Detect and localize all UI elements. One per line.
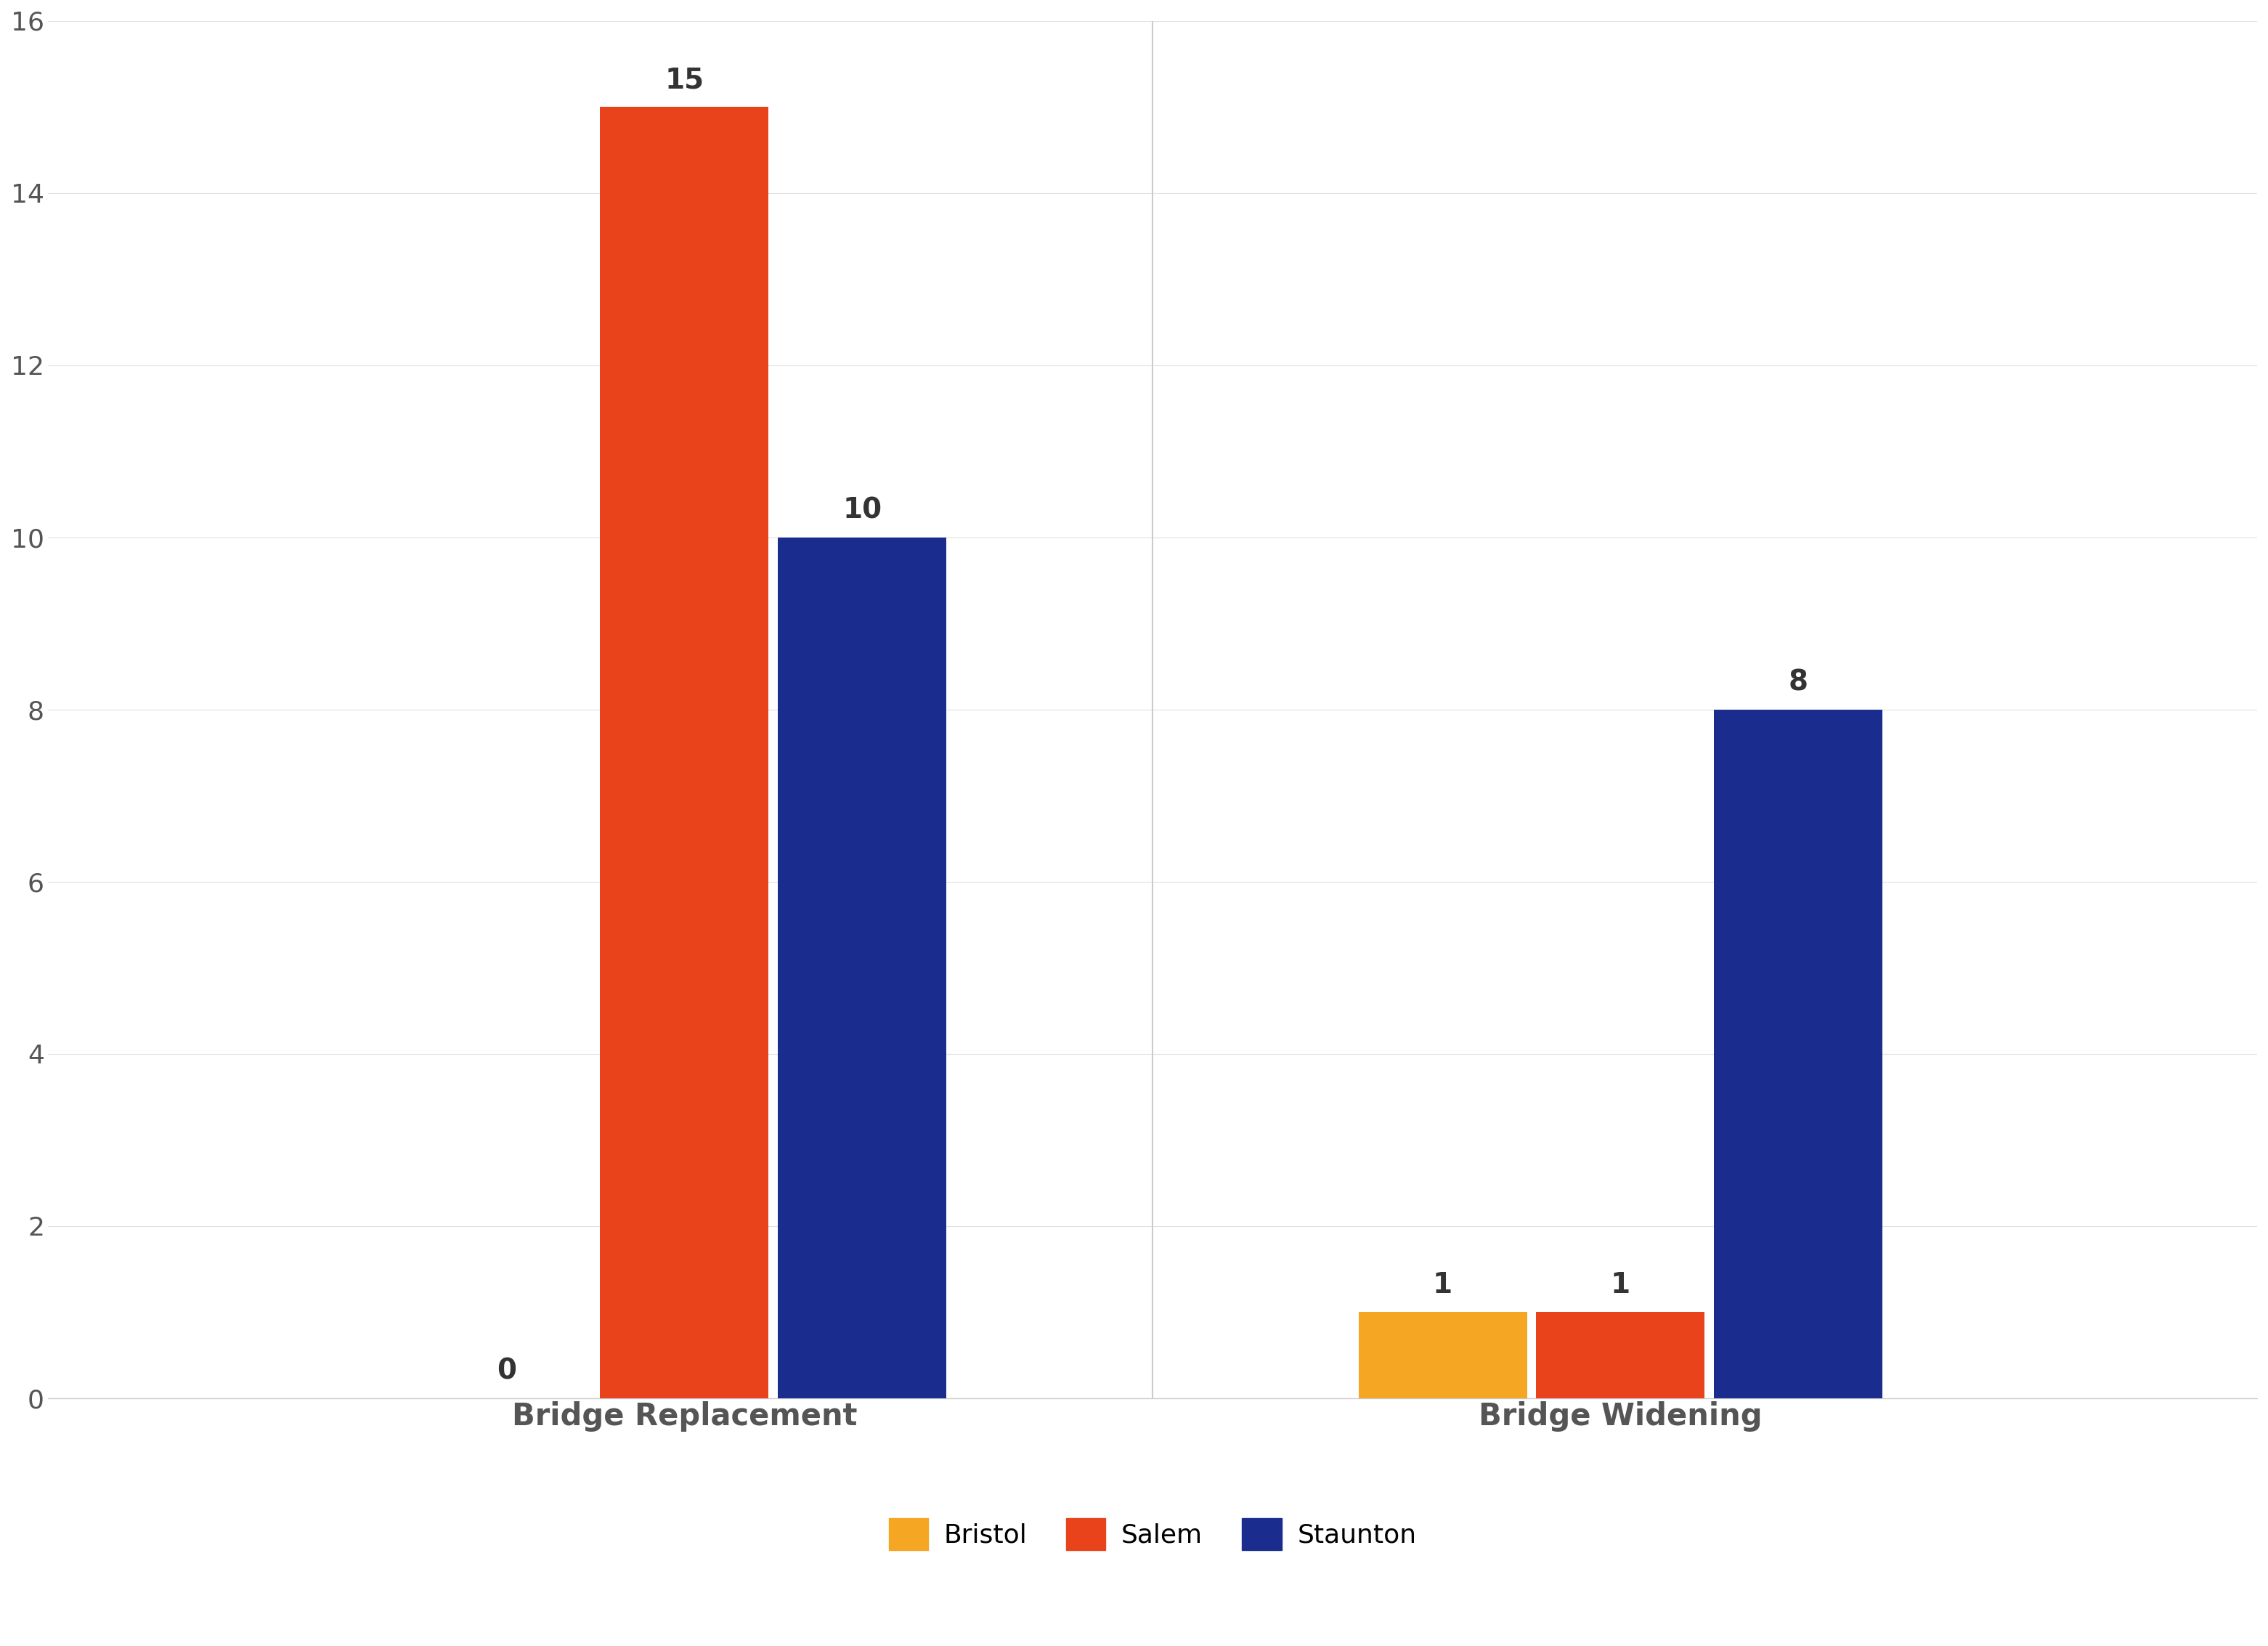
Bar xyxy=(601,107,769,1397)
Bar xyxy=(1359,1312,1526,1397)
Bar xyxy=(1715,709,1882,1397)
Text: 1: 1 xyxy=(1433,1271,1452,1299)
Text: 8: 8 xyxy=(1789,668,1808,696)
Text: 15: 15 xyxy=(665,66,703,94)
Bar xyxy=(1535,1312,1706,1397)
Bar xyxy=(778,537,946,1397)
Text: 1: 1 xyxy=(1610,1271,1631,1299)
Text: 0: 0 xyxy=(497,1358,517,1384)
Text: 10: 10 xyxy=(844,497,882,525)
Legend: Bristol, Salem, Staunton: Bristol, Salem, Staunton xyxy=(878,1508,1427,1560)
